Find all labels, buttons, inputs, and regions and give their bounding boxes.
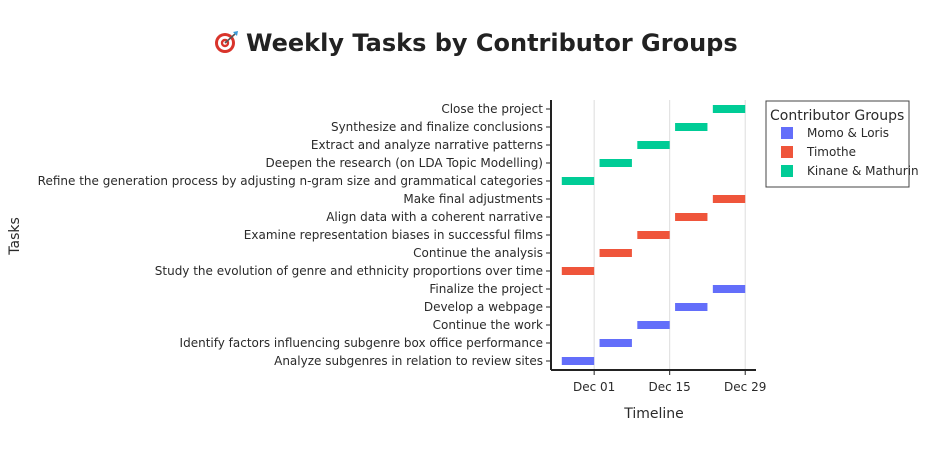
y-tick-label: Identify factors influencing subgenre bo… [180,336,543,350]
gantt-bar [675,303,708,311]
legend-items: Momo & Loris Timothe Kinane & Mathurin [781,126,919,178]
legend-label: Timothe [806,145,856,159]
gantt-bar [599,249,632,257]
legend-swatch [781,146,793,158]
gantt-bar [561,267,595,275]
y-tick-label: Deepen the research (on LDA Topic Modell… [266,156,543,170]
gantt-bar [675,123,708,131]
legend-swatch [781,165,793,177]
y-tick-label: Refine the generation process by adjusti… [38,174,543,188]
y-tick-label: Continue the analysis [413,246,543,260]
chart-title: Weekly Tasks by Contributor Groups [215,29,738,57]
bars [561,105,746,365]
y-tick-label: Finalize the project [429,282,543,296]
gantt-bar [637,141,670,149]
gantt-bar [599,159,632,167]
chart-title-text: Weekly Tasks by Contributor Groups [246,29,738,57]
y-tick-label: Study the evolution of genre and ethnici… [155,264,543,278]
gantt-bar [637,321,670,329]
legend-label: Momo & Loris [807,126,889,140]
legend: Contributor Groups Momo & Loris Timothe Ki… [765,100,919,188]
x-tick-label: Dec 01 [573,380,615,394]
y-tick-labels: Analyze subgenres in relation to review … [38,102,551,368]
x-tick-label: Dec 15 [649,380,691,394]
y-tick-label: Continue the work [433,318,543,332]
y-tick-label: Develop a webpage [424,300,543,314]
y-tick-label: Close the project [441,102,543,116]
target-icon [215,31,238,53]
y-tick-label: Align data with a coherent narrative [326,210,543,224]
x-axis-title: Timeline [623,406,684,422]
gantt-bar [561,357,595,365]
gantt-bar [712,105,746,113]
x-tick-labels: Dec 01 Dec 15 Dec 29 [573,370,766,394]
gantt-bar [561,177,595,185]
y-tick-label: Extract and analyze narrative patterns [311,138,543,152]
legend-label: Kinane & Mathurin [807,164,919,178]
gantt-bar [712,195,746,203]
y-tick-label: Examine representation biases in success… [244,228,543,242]
gantt-bar [712,285,746,293]
gantt-bar [599,339,632,347]
y-tick-label: Synthesize and finalize conclusions [331,120,543,134]
legend-swatch [781,127,793,139]
x-tick-label: Dec 29 [724,380,766,394]
gantt-bar [675,213,708,221]
y-axis-title: Tasks [7,217,23,256]
legend-title: Contributor Groups [770,108,904,124]
y-tick-label: Analyze subgenres in relation to review … [274,354,543,368]
y-tick-label: Make final adjustments [403,192,543,206]
gantt-bar [637,231,670,239]
